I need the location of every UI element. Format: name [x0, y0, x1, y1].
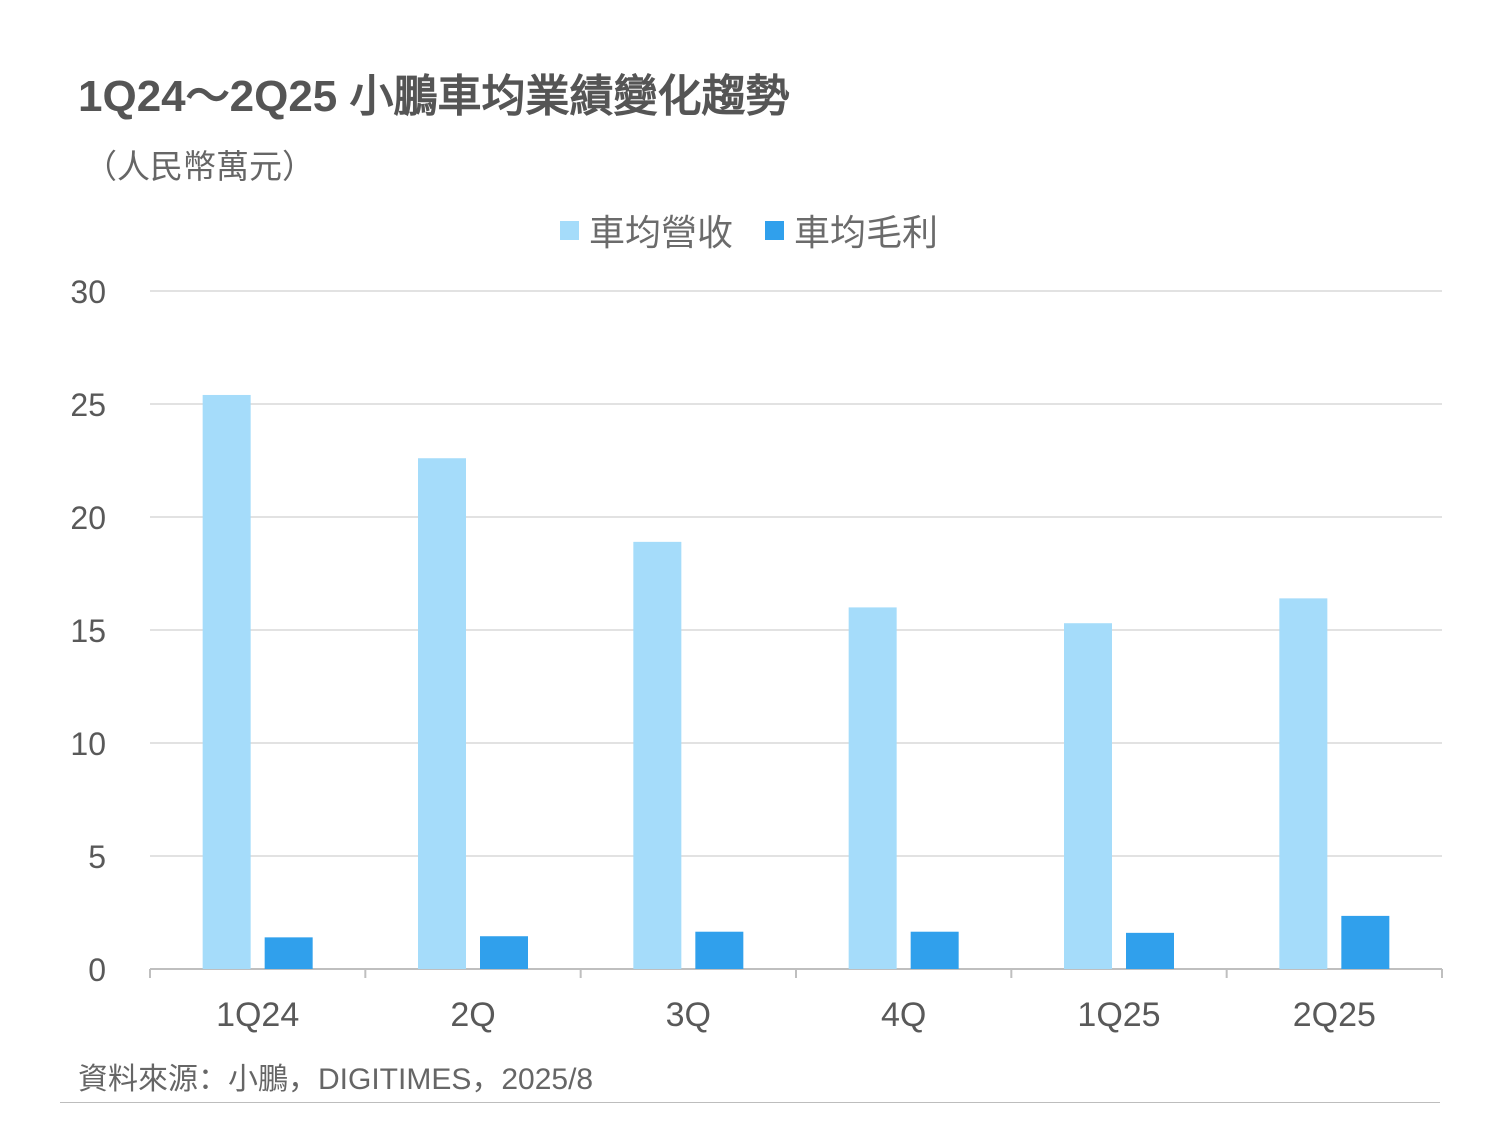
x-tick-label-1q24: 1Q24 [216, 996, 299, 1034]
x-tick-label-2q25: 2Q25 [1293, 996, 1376, 1034]
source-note: 資料來源：小鵬，DIGITIMES，2025/8 [78, 1063, 594, 1096]
bottom-divider [60, 1102, 1440, 1103]
bar-gross-profit-3q [695, 931, 744, 969]
chart-unit-subtitle: （人民幣萬元） [84, 148, 315, 185]
x-tick-label-1q25: 1Q25 [1077, 996, 1160, 1034]
legend-item-revenue: 車均營收 [560, 204, 733, 256]
bar-revenue-3q [633, 541, 682, 969]
x-tick-label-3q: 3Q [666, 996, 711, 1034]
bar-revenue-2q25 [1279, 598, 1328, 969]
legend-swatch-revenue [560, 220, 579, 240]
bar-gross-profit-4q [910, 931, 959, 969]
legend-label-revenue: 車均營收 [589, 212, 734, 253]
bar-revenue-1q24 [202, 394, 251, 970]
x-tick-label-4q: 4Q [881, 996, 926, 1034]
bar-gross-profit-1q25 [1126, 932, 1174, 969]
legend-label-gross-profit: 車均毛利 [794, 212, 939, 253]
y-tick-label-10: 10 [70, 726, 106, 762]
bar-gross-profit-2q [480, 936, 528, 969]
legend-swatch-gross-profit [765, 220, 785, 240]
y-tick-label-25: 25 [70, 387, 106, 423]
bar-revenue-2q [418, 458, 466, 969]
x-tick-label-2q: 2Q [450, 996, 495, 1034]
chart-legend: 車均營收 車均毛利 [560, 204, 970, 256]
y-tick-label-15: 15 [70, 613, 106, 649]
bar-chart: 0 5 10 15 20 25 30 1Q24 2Q 3Q 4Q 1Q25 2Q25 [70, 274, 1443, 1034]
chart-title: 1Q24～2Q25 小鵬車均業績變化趨勢 [78, 72, 790, 121]
y-tick-label-30: 30 [70, 274, 106, 310]
y-tick-label-0: 0 [88, 952, 106, 988]
y-tick-label-5: 5 [88, 839, 106, 875]
bar-revenue-4q [848, 607, 897, 969]
y-tick-label-20: 20 [70, 500, 106, 536]
bar-gross-profit-2q25 [1341, 915, 1390, 969]
legend-item-gross-profit: 車均毛利 [765, 204, 938, 256]
bar-gross-profit-1q24 [264, 937, 313, 969]
bar-revenue-1q25 [1064, 623, 1112, 969]
